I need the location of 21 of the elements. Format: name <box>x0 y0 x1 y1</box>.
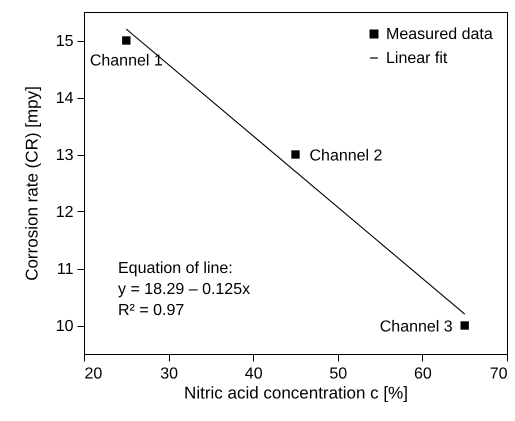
annotation: Equation of line: <box>118 260 233 277</box>
y-tick-label: 12 <box>56 204 74 221</box>
y-tick-label: 10 <box>56 318 74 335</box>
y-tick-label: 14 <box>56 90 74 107</box>
x-tick-label: 60 <box>414 366 432 382</box>
y-tick-label: 13 <box>56 147 74 164</box>
annotation: R² = 0.97 <box>118 302 184 319</box>
x-tick-label: 40 <box>244 366 263 382</box>
x-tick-label: 30 <box>160 366 178 382</box>
annotation: y = 18.29 – 0.125x <box>118 281 250 298</box>
y-tick-label: 11 <box>56 261 74 278</box>
y-axis-title: Corrosion rate (CR) [mpy] <box>22 86 42 281</box>
annotation: Channel 3 <box>380 318 453 336</box>
legend-label: Measured data <box>386 26 493 43</box>
annotation: Channel 2 <box>310 148 383 164</box>
x-tick-label: 70 <box>490 366 508 382</box>
y-tick-label: 15 <box>56 33 74 50</box>
x-axis-title: Nitric acid concentration c [%] <box>184 384 408 402</box>
legend-label: Linear fit <box>386 50 448 67</box>
x-tick-label: 50 <box>329 366 348 382</box>
x-tick-label: 20 <box>84 366 102 382</box>
